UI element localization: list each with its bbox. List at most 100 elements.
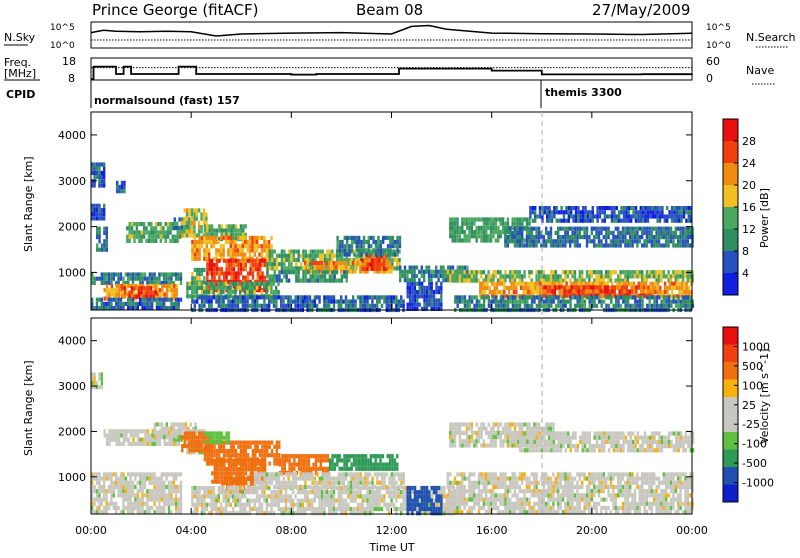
power-cell [305, 279, 307, 283]
velocity-cell [173, 427, 175, 431]
power-cell [603, 300, 605, 304]
power-cell [556, 285, 558, 289]
power-cell [654, 290, 656, 294]
power-cell [665, 304, 667, 308]
power-cell [641, 243, 643, 247]
velocity-cell [322, 454, 324, 458]
power-cell [645, 285, 647, 289]
power-cell [271, 254, 273, 258]
power-cell [626, 282, 628, 286]
power-cell [280, 295, 282, 299]
power-cell [193, 282, 195, 286]
power-cell [246, 300, 248, 304]
power-cell [547, 235, 549, 239]
power-cell [254, 267, 256, 271]
velocity-cell [110, 489, 112, 493]
power-cell [399, 244, 401, 248]
power-cell [148, 290, 150, 294]
power-cell [540, 243, 542, 247]
power-cell [341, 274, 343, 278]
power-cell [533, 295, 535, 299]
power-cell [155, 286, 157, 290]
power-cell [377, 244, 379, 248]
power-cell [683, 214, 685, 218]
power-cell [658, 274, 660, 278]
power-cell [648, 231, 650, 235]
power-cell [372, 240, 374, 244]
velocity-cell [140, 442, 142, 446]
power-cell [649, 300, 651, 304]
power-cell [374, 295, 376, 299]
velocity-cell [196, 436, 198, 440]
power-cell [640, 210, 642, 214]
power-cell [174, 235, 176, 239]
velocity-cell [221, 445, 223, 449]
power-cell [253, 282, 255, 286]
velocity-cell [98, 502, 100, 506]
freq-bottom-tick: 8 [68, 72, 75, 85]
power-cell [295, 270, 297, 274]
power-cell [193, 217, 195, 221]
power-cell [592, 219, 594, 223]
power-cell [483, 226, 485, 230]
power-cell [194, 248, 196, 252]
power-cell [93, 281, 95, 285]
power-cell [622, 239, 624, 243]
power-cell [575, 210, 577, 214]
power-cell [324, 270, 326, 274]
power-cell [270, 286, 272, 290]
power-cell [93, 175, 95, 179]
power-cell [555, 304, 557, 308]
power-cell [435, 274, 437, 278]
power-cell [390, 300, 392, 304]
power-cell [492, 230, 494, 234]
power-cell [528, 239, 530, 243]
power-cell [251, 304, 253, 308]
power-cell [244, 295, 246, 299]
power-cell [489, 290, 491, 294]
power-cell [606, 282, 608, 286]
velocity-cell [154, 435, 156, 439]
power-cell [490, 274, 492, 278]
velocity-cell [113, 502, 115, 506]
power-cell [614, 285, 616, 289]
power-cell [351, 248, 353, 252]
power-cell [597, 285, 599, 289]
power-cell [579, 270, 581, 274]
power-cell [652, 289, 654, 293]
velocity-cell [108, 472, 110, 476]
nsky-bottom-tick: 10^0 [50, 41, 75, 51]
power-cell [512, 300, 514, 304]
velocity-cell [141, 481, 143, 485]
power-cell [288, 270, 290, 274]
power-cell [459, 238, 461, 242]
power-cell [203, 280, 205, 284]
power-cell [528, 274, 530, 278]
power-cell [120, 302, 122, 306]
power-cell [689, 227, 691, 231]
power-cell [423, 278, 425, 282]
power-cell [571, 239, 573, 243]
power-cell [482, 282, 484, 286]
power-cell [469, 300, 471, 304]
velocity-cell [312, 467, 314, 471]
power-cell [334, 270, 336, 274]
velocity-cell [200, 436, 202, 440]
power-cell [576, 227, 578, 231]
velocity-cell [168, 442, 170, 446]
velocity-cell [175, 493, 177, 497]
velocity-cell [146, 502, 148, 506]
power-cell [617, 304, 619, 308]
velocity-cell [180, 489, 182, 493]
velocity-cell [168, 435, 170, 439]
power-cell [539, 282, 541, 286]
power-cell [244, 244, 246, 248]
velocity-cell [257, 445, 259, 449]
power-cell [210, 304, 212, 308]
power-cell [318, 295, 320, 299]
power-cell [575, 214, 577, 218]
power-cell [218, 224, 220, 228]
power-cell [218, 240, 220, 244]
velocity-cell [211, 459, 213, 463]
velocity-cell [165, 502, 167, 506]
